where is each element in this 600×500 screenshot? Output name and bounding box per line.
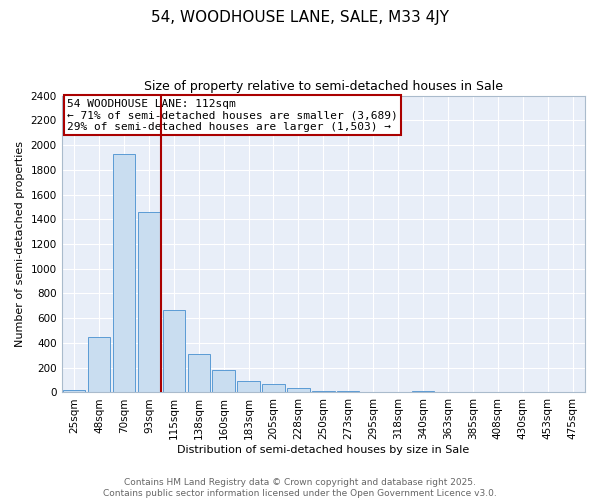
Bar — [262, 384, 285, 392]
Bar — [88, 337, 110, 392]
Bar — [238, 380, 260, 392]
Text: 54, WOODHOUSE LANE, SALE, M33 4JY: 54, WOODHOUSE LANE, SALE, M33 4JY — [151, 10, 449, 25]
Bar — [312, 390, 335, 392]
Bar — [113, 154, 135, 392]
Title: Size of property relative to semi-detached houses in Sale: Size of property relative to semi-detach… — [144, 80, 503, 93]
Bar — [287, 388, 310, 392]
Bar — [137, 212, 160, 392]
Bar — [337, 390, 359, 392]
Y-axis label: Number of semi-detached properties: Number of semi-detached properties — [15, 141, 25, 347]
Bar — [212, 370, 235, 392]
Bar — [63, 390, 85, 392]
Bar — [163, 310, 185, 392]
Text: 54 WOODHOUSE LANE: 112sqm
← 71% of semi-detached houses are smaller (3,689)
29% : 54 WOODHOUSE LANE: 112sqm ← 71% of semi-… — [67, 98, 398, 132]
Bar — [412, 390, 434, 392]
Text: Contains HM Land Registry data © Crown copyright and database right 2025.
Contai: Contains HM Land Registry data © Crown c… — [103, 478, 497, 498]
Bar — [188, 354, 210, 393]
X-axis label: Distribution of semi-detached houses by size in Sale: Distribution of semi-detached houses by … — [177, 445, 469, 455]
